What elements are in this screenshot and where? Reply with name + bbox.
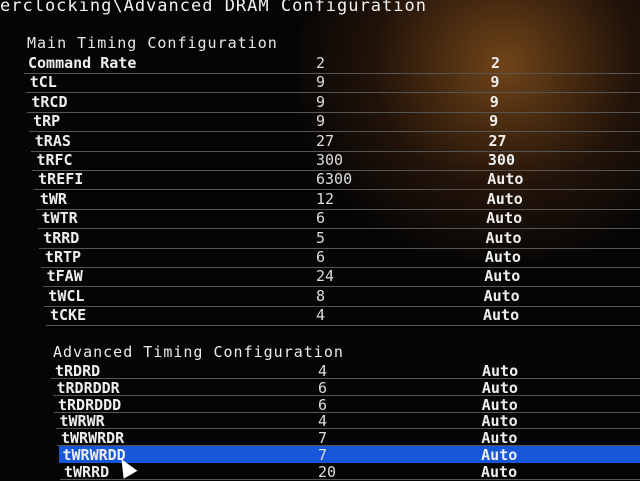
timing-label: tRP xyxy=(33,112,60,130)
timing-row-trdrddr[interactable]: tRDRDDR 6 Auto xyxy=(53,379,640,396)
timing-current-value: 20 xyxy=(318,463,336,481)
timing-label: tRDRD xyxy=(55,362,100,380)
timing-row-trdrddd[interactable]: tRDRDDD 6 Auto xyxy=(54,396,640,413)
timing-current-value: 24 xyxy=(316,267,334,285)
timing-row-tcke[interactable]: tCKE 4 Auto xyxy=(46,306,640,326)
timing-setting-value[interactable]: Auto xyxy=(485,229,521,247)
timing-label: tCL xyxy=(30,73,57,91)
timing-label: tWRWR xyxy=(60,412,105,430)
timing-current-value: 9 xyxy=(316,112,325,130)
timing-setting-value[interactable]: 300 xyxy=(488,151,515,169)
timing-label: tRDRDDD xyxy=(58,396,121,414)
timing-setting-value[interactable]: Auto xyxy=(481,429,517,447)
timing-setting-value[interactable]: Auto xyxy=(482,362,518,380)
timing-setting-value[interactable]: Auto xyxy=(481,463,517,481)
timing-current-value: 9 xyxy=(316,73,325,91)
timing-setting-value[interactable]: Auto xyxy=(483,306,519,324)
timing-label: tRRD xyxy=(43,229,79,247)
timing-setting-value[interactable]: Auto xyxy=(487,170,523,188)
breadcrumb: erclocking\Advanced DRAM Configuration xyxy=(0,0,427,16)
advanced-timing-title: Advanced Timing Configuration xyxy=(53,343,344,361)
timing-setting-value[interactable]: 27 xyxy=(489,132,507,150)
timing-label: tWRRD xyxy=(64,463,109,481)
timing-label: tRTP xyxy=(45,248,81,266)
timing-setting-value[interactable]: 2 xyxy=(491,54,500,72)
timing-row-tras[interactable]: tRAS 27 27 xyxy=(31,132,640,152)
timing-setting-value[interactable]: Auto xyxy=(486,209,522,227)
timing-current-value: 6 xyxy=(316,248,325,266)
timing-current-value: 300 xyxy=(316,151,343,169)
timing-label: tRAS xyxy=(35,132,71,150)
timing-current-value: 7 xyxy=(318,446,327,464)
timing-setting-value[interactable]: Auto xyxy=(484,267,520,285)
timing-label: tREFI xyxy=(38,170,83,188)
timing-row-tfaw[interactable]: tFAW 24 Auto xyxy=(43,267,640,287)
timing-current-value: 6 xyxy=(318,396,327,414)
timing-label: tFAW xyxy=(47,267,83,285)
timing-row-twrrd[interactable]: tWRRD 20 Auto xyxy=(60,463,640,480)
timing-setting-value[interactable]: 9 xyxy=(489,112,498,130)
timing-label: tWR xyxy=(40,190,67,208)
timing-row-trfc[interactable]: tRFC 300 300 xyxy=(32,151,640,171)
timing-setting-value[interactable]: 9 xyxy=(490,73,499,91)
timing-current-value: 6 xyxy=(318,379,327,397)
timing-current-value: 8 xyxy=(316,287,325,305)
timing-setting-value[interactable]: Auto xyxy=(482,396,518,414)
timing-setting-value[interactable]: Auto xyxy=(485,248,521,266)
timing-setting-value[interactable]: Auto xyxy=(481,446,517,464)
timing-setting-value[interactable]: Auto xyxy=(482,379,518,397)
timing-row-twrwr[interactable]: tWRWR 4 Auto xyxy=(56,412,640,429)
timing-row-trtp[interactable]: tRTP 6 Auto xyxy=(41,248,640,268)
timing-current-value: 2 xyxy=(316,54,325,72)
timing-current-value: 6 xyxy=(316,209,325,227)
timing-current-value: 4 xyxy=(318,362,327,380)
timing-row-trcd[interactable]: tRCD 9 9 xyxy=(27,93,640,113)
timing-setting-value[interactable]: 9 xyxy=(490,93,499,111)
timing-label: tCKE xyxy=(50,306,86,324)
timing-current-value: 27 xyxy=(316,132,334,150)
timing-label: tWCL xyxy=(48,287,84,305)
timing-current-value: 5 xyxy=(316,229,325,247)
main-timing-title: Main Timing Configuration xyxy=(27,34,278,52)
timing-label: Command Rate xyxy=(28,54,136,72)
timing-label: tRCD xyxy=(31,93,67,111)
timing-setting-value[interactable]: Auto xyxy=(484,287,520,305)
timing-row-twr[interactable]: tWR 12 Auto xyxy=(36,190,640,210)
timing-row-twrwrdr[interactable]: tWRWRDR 7 Auto xyxy=(57,429,640,446)
timing-label: tRFC xyxy=(36,151,72,169)
timing-current-value: 4 xyxy=(318,412,327,430)
timing-row-command-rate[interactable]: Command Rate 2 2 xyxy=(24,54,640,74)
timing-label: tWRWRDR xyxy=(61,429,124,447)
timing-row-trdrd[interactable]: tRDRD 4 Auto xyxy=(51,362,640,379)
timing-current-value: 4 xyxy=(316,306,325,324)
timing-setting-value[interactable]: Auto xyxy=(487,190,523,208)
timing-row-twcl[interactable]: tWCL 8 Auto xyxy=(44,287,640,307)
timing-current-value: 9 xyxy=(316,93,325,111)
timing-label: tRDRDDR xyxy=(57,379,120,397)
timing-label: tWTR xyxy=(42,209,78,227)
timing-current-value: 6300 xyxy=(316,170,352,188)
timing-row-trp[interactable]: tRP 9 9 xyxy=(29,112,640,132)
timing-current-value: 7 xyxy=(318,429,327,447)
timing-row-tcl[interactable]: tCL 9 9 xyxy=(26,73,640,93)
timing-current-value: 12 xyxy=(316,190,334,208)
timing-row-twtr[interactable]: tWTR 6 Auto xyxy=(38,209,640,229)
timing-setting-value[interactable]: Auto xyxy=(482,412,518,430)
timing-row-trefi[interactable]: tREFI 6300 Auto xyxy=(34,170,640,190)
timing-row-trrd[interactable]: tRRD 5 Auto xyxy=(39,229,640,249)
